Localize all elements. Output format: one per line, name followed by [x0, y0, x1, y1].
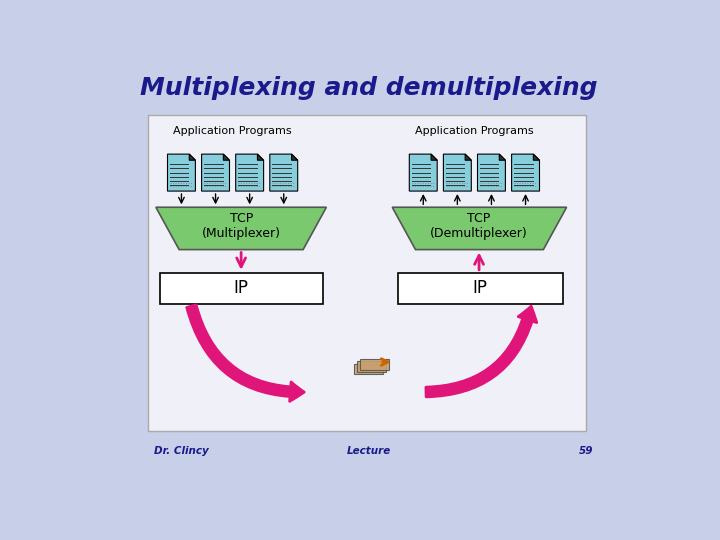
FancyBboxPatch shape — [354, 363, 383, 374]
Text: 59: 59 — [580, 447, 594, 456]
Polygon shape — [409, 154, 437, 191]
Text: Lecture: Lecture — [347, 447, 391, 456]
Polygon shape — [258, 154, 264, 160]
FancyArrowPatch shape — [186, 305, 305, 401]
Polygon shape — [392, 207, 567, 249]
Polygon shape — [477, 154, 505, 191]
Text: Dr. Clincy: Dr. Clincy — [153, 447, 208, 456]
FancyBboxPatch shape — [356, 361, 386, 372]
Text: IP: IP — [473, 279, 487, 297]
FancyBboxPatch shape — [360, 359, 389, 370]
Text: IP: IP — [233, 279, 248, 297]
FancyArrowPatch shape — [426, 306, 536, 397]
Polygon shape — [235, 154, 264, 191]
Polygon shape — [202, 154, 230, 191]
Text: TCP
(Multiplexer): TCP (Multiplexer) — [202, 213, 281, 240]
Polygon shape — [444, 154, 472, 191]
Polygon shape — [189, 154, 195, 160]
Polygon shape — [499, 154, 505, 160]
FancyBboxPatch shape — [160, 273, 323, 303]
Text: TCP
(Demultiplexer): TCP (Demultiplexer) — [430, 213, 528, 240]
Polygon shape — [292, 154, 297, 160]
FancyBboxPatch shape — [397, 273, 563, 303]
Polygon shape — [270, 154, 297, 191]
Polygon shape — [465, 154, 472, 160]
Polygon shape — [534, 154, 539, 160]
Polygon shape — [168, 154, 195, 191]
Polygon shape — [512, 154, 539, 191]
Polygon shape — [431, 154, 437, 160]
Polygon shape — [223, 154, 230, 160]
Text: Application Programs: Application Programs — [174, 126, 292, 136]
Polygon shape — [156, 207, 326, 249]
Text: Application Programs: Application Programs — [415, 126, 534, 136]
FancyBboxPatch shape — [148, 115, 586, 430]
Text: Multiplexing and demultiplexing: Multiplexing and demultiplexing — [140, 76, 598, 100]
